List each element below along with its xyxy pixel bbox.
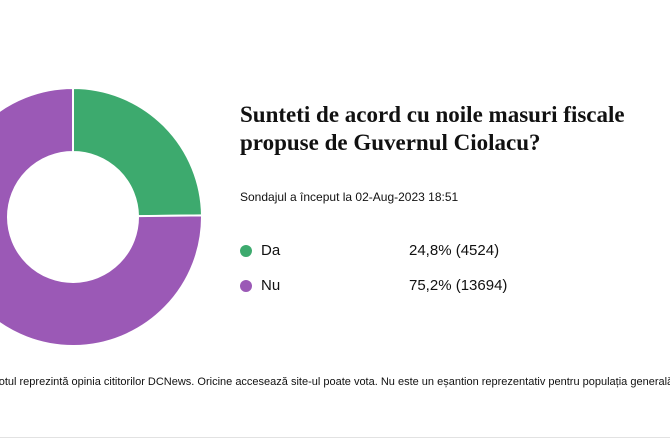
legend-label: Nu	[261, 277, 281, 294]
legend-swatch	[240, 245, 252, 257]
value-label: 24,8% (4524)	[409, 242, 500, 259]
legend-label: Da	[261, 242, 281, 259]
poll-subtitle: Sondajul a început la 02-Aug-2023 18:51	[240, 190, 459, 204]
slice	[72, 86, 204, 218]
value-label: 75,2% (13694)	[409, 277, 508, 294]
divider	[0, 437, 670, 438]
legend-swatch	[240, 280, 252, 292]
slice	[0, 86, 203, 347]
footnote: Votul reprezintă opinia cititorilor DCNe…	[0, 376, 670, 388]
poll-title: Sunteti de acord cu noile masuri fiscale…	[240, 102, 625, 155]
